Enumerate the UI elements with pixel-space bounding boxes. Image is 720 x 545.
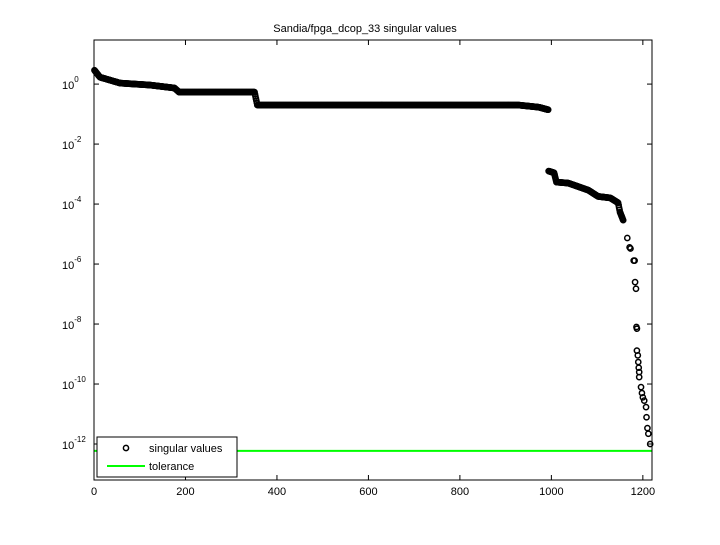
singular-value-point [639, 393, 647, 401]
y-tick-exponent: -10 [74, 375, 86, 384]
y-tick-label: 10-12 [62, 435, 86, 452]
chart-title: Sandia/fpga_dcop_33 singular values [273, 23, 457, 35]
singular-value-point [544, 106, 552, 114]
x-tick-label: 600 [359, 486, 377, 498]
y-tick-label: 10-6 [62, 255, 82, 272]
x-tick-label: 400 [268, 486, 286, 498]
x-tick-label: 0 [91, 486, 97, 498]
singular-value-point [631, 278, 639, 286]
x-tick-label: 1000 [539, 486, 563, 498]
y-tick-label: 10-4 [62, 195, 82, 212]
plot-marks [91, 66, 654, 452]
legend-box [96, 436, 238, 478]
legend-marker-singular-values [122, 444, 130, 452]
y-tick-label: 10-10 [62, 375, 86, 392]
y-tick-exponent: -8 [74, 315, 82, 324]
singular-value-point [632, 285, 640, 293]
singular-value-point [642, 403, 650, 411]
singular-value-point [634, 352, 642, 359]
y-tick-exponent: -4 [74, 195, 82, 204]
x-tick-label: 800 [451, 486, 469, 498]
singular-value-point [637, 383, 645, 391]
singular-value-point [635, 364, 643, 372]
y-tick-exponent: -2 [74, 135, 82, 144]
singular-value-point [635, 373, 643, 381]
singular-value-point [619, 216, 627, 224]
singular-value-point [638, 389, 646, 397]
singular-value-point [644, 430, 652, 438]
legend: singular values tolerance [96, 436, 238, 478]
singular-value-point [631, 257, 638, 264]
singular-value-point [634, 358, 642, 366]
legend-label-tolerance: tolerance [149, 461, 194, 473]
singular-value-point [627, 245, 634, 252]
x-tick-label: 200 [176, 486, 194, 498]
y-tick-label: 10-2 [62, 135, 82, 152]
singular-value-point [643, 413, 650, 421]
singular-value-point [633, 325, 641, 333]
y-tick-exponent: -6 [74, 255, 82, 264]
x-tick-label: 1200 [631, 486, 655, 498]
axis-ticks: 0 200 400 600 800 1000 1200 100 10-2 10-4 10-6 10-8… [62, 40, 655, 498]
legend-label-singular-values: singular values [149, 443, 223, 455]
y-tick-label: 10-8 [62, 315, 82, 332]
y-tick-exponent: -12 [74, 435, 86, 444]
plot-frame [93, 39, 653, 481]
y-tick-exponent: 0 [74, 75, 79, 84]
singular-value-point [644, 424, 651, 432]
y-tick-label: 100 [62, 75, 79, 92]
singular-value-point [640, 397, 648, 404]
singular-value-point [623, 234, 631, 242]
